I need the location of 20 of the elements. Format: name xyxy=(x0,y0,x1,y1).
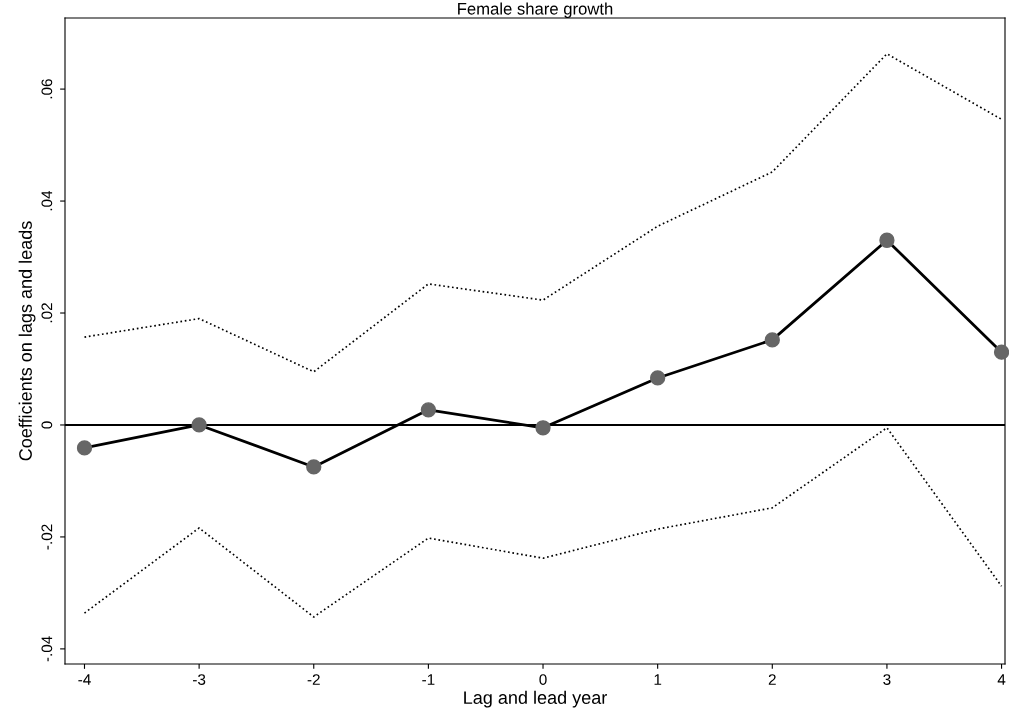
x-tick-label: -3 xyxy=(193,674,206,685)
y-tick-label: -.02 xyxy=(41,524,53,550)
x-tick-label: -2 xyxy=(307,674,320,685)
y-tick-label: .02 xyxy=(41,303,53,323)
y-tick-label: .06 xyxy=(41,79,53,99)
y-axis-title: Coefficients on lags and leads xyxy=(18,221,36,461)
y-tick-label: 0 xyxy=(41,421,53,429)
y-tick-label: .04 xyxy=(41,190,53,211)
x-tick-label: 3 xyxy=(883,674,891,685)
line-series xyxy=(83,52,1003,373)
x-axis-title: Lag and lead year xyxy=(464,690,607,708)
y-tick-label: -.04 xyxy=(41,636,53,662)
x-tick-label: 0 xyxy=(539,674,547,685)
x-tick-label: 1 xyxy=(654,674,662,685)
x-tick-label: 4 xyxy=(997,674,1006,685)
x-tick-label: -4 xyxy=(78,674,91,685)
x-tick-label: -1 xyxy=(422,674,435,685)
line-series xyxy=(83,426,1003,618)
x-tick-label: 2 xyxy=(768,674,776,685)
chart-title: Female share growth xyxy=(458,2,613,18)
